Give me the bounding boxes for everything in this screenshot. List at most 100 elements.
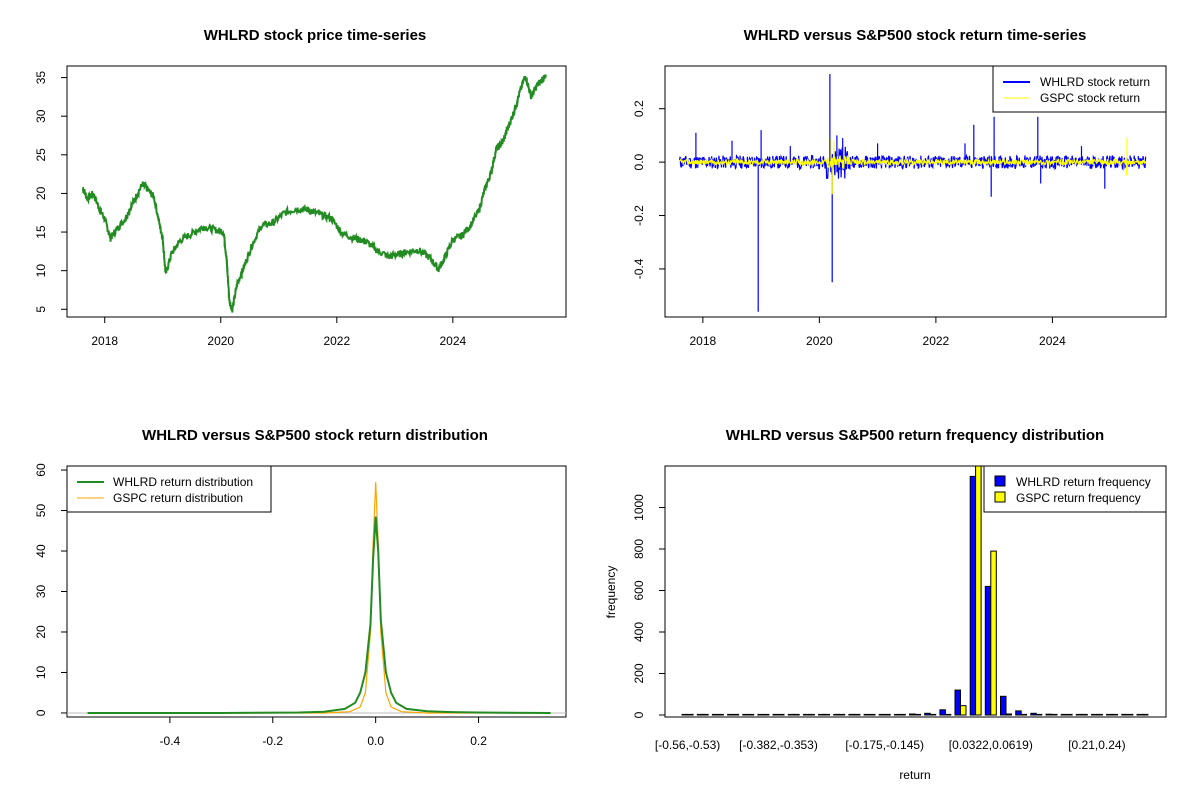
gspc-frequency-bar (1066, 713, 1073, 716)
panel-price-x-axis: 2018 2020 2022 2024 (91, 316, 467, 348)
legend-box (992, 65, 1167, 113)
price-y-tick-label: 5 (34, 306, 48, 313)
legend-label-gspc: GSPC stock return (1040, 91, 1140, 105)
gspc-frequency-bar (1035, 713, 1043, 716)
frequency-y-tick-label: 0 (632, 711, 646, 718)
whlrd-frequency-bar (878, 713, 886, 716)
panel-frequency-x-label: return (899, 768, 930, 782)
whlrd-frequency-bar (1106, 713, 1113, 716)
whlrd-frequency-bar (802, 713, 810, 716)
frequency-x-tick-label: [0.0322,0.0619) (949, 738, 1033, 752)
whlrd-frequency-bar (924, 712, 931, 716)
gspc-frequency-bar (929, 713, 937, 716)
whlrd-frequency-bar (787, 713, 795, 716)
gspc-frequency-bar (717, 713, 724, 716)
gspc-frequency-bar (702, 713, 709, 716)
panel-distribution-x-axis: -0.4 -0.2 0.0 0.2 (160, 716, 487, 748)
whlrd-frequency-bar (848, 713, 855, 716)
whlrd-frequency-bar (1075, 713, 1083, 716)
panel-distribution: WHLRD versus S&P500 stock return distrib… (34, 427, 567, 748)
panel-distribution-y-axis: 0 10 20 30 40 50 60 (34, 463, 68, 716)
panel-returns-x-axis: 2018 2020 2022 2024 (690, 316, 1066, 348)
legend-box (66, 465, 272, 513)
panel-returns-legend: WHLRD stock return GSPC stock return (992, 65, 1167, 113)
frequency-y-tick-label: 600 (632, 580, 646, 600)
legend-label-whlrd: WHLRD stock return (1040, 75, 1150, 89)
returns-y-tick-label: 0.0 (632, 153, 646, 170)
gspc-frequency-bar (732, 713, 740, 716)
price-x-tick-label: 2022 (323, 334, 350, 348)
whlrd-frequency-bar (984, 585, 992, 716)
distribution-x-tick-label: 0.2 (470, 734, 487, 748)
price-x-tick-label: 2020 (207, 334, 234, 348)
distribution-y-tick-label: 10 (34, 665, 48, 679)
returns-x-tick-label: 2022 (923, 334, 950, 348)
gspc-frequency-bar (808, 713, 815, 716)
distribution-y-tick-label: 60 (34, 463, 48, 477)
legend-label-whlrd: WHLRD return distribution (113, 475, 253, 489)
distribution-x-tick-label: 0.0 (367, 734, 384, 748)
whlrd-frequency-bar (969, 475, 977, 716)
whlrd-frequency-bar (833, 713, 840, 716)
panel-returns: WHLRD versus S&P500 stock return time-se… (632, 27, 1167, 348)
whlrd-frequency-bar (1030, 712, 1037, 716)
gspc-return-series-line (679, 138, 1147, 195)
whlrd-frequency-bar (1136, 713, 1143, 716)
panel-price-title: WHLRD stock price time-series (204, 27, 427, 44)
whlrd-frequency-bar (863, 713, 871, 716)
gspc-frequency-bar (1111, 713, 1119, 716)
legend-label-gspc: GSPC return distribution (113, 491, 243, 505)
whlrd-density-line (87, 516, 551, 714)
price-y-tick-label: 10 (34, 264, 48, 278)
gspc-frequency-bar (778, 713, 785, 716)
distribution-x-tick-label: -0.4 (160, 734, 181, 748)
price-x-tick-label: 2024 (440, 334, 467, 348)
distribution-y-tick-label: 20 (34, 625, 48, 639)
panel-returns-y-axis: -0.4 -0.2 0.0 0.2 (632, 100, 666, 279)
panel-frequency-x-axis: [-0.56,-0.53) [-0.382,-0.353) [-0.175,-0.1… (655, 738, 1126, 752)
distribution-x-tick-label: -0.2 (262, 734, 283, 748)
gspc-frequency-bar (687, 713, 694, 716)
price-y-tick-label: 25 (34, 148, 48, 162)
distribution-y-tick-label: 50 (34, 504, 48, 518)
gspc-frequency-bar (853, 713, 861, 716)
panel-price: WHLRD stock price time-series 5 10 15 20 25 3… (34, 27, 567, 348)
price-y-tick-label: 30 (34, 109, 48, 123)
gspc-frequency-bar (793, 713, 800, 716)
whlrd-frequency-bar (772, 713, 780, 716)
gspc-frequency-bar (838, 713, 846, 716)
returns-x-tick-label: 2018 (690, 334, 717, 348)
whlrd-frequency-bar (742, 713, 749, 716)
returns-x-tick-label: 2024 (1039, 334, 1066, 348)
frequency-x-tick-label: [-0.175,-0.145) (845, 738, 924, 752)
gspc-frequency-bar (944, 713, 952, 716)
whlrd-frequency-bar (939, 709, 946, 716)
gspc-density-line (87, 482, 551, 714)
gspc-frequency-bar (823, 713, 830, 716)
gspc-frequency-bar (1096, 713, 1103, 716)
frequency-y-tick-label: 200 (632, 663, 646, 683)
frequency-x-tick-label: [-0.382,-0.353) (739, 738, 818, 752)
gspc-frequency-bar (1141, 713, 1149, 716)
legend-swatch-gspc (994, 491, 1006, 503)
whlrd-frequency-bar (696, 713, 704, 716)
whlrd-frequency-bar (681, 713, 689, 716)
whlrd-frequency-bar (757, 713, 764, 716)
panel-price-y-axis: 5 10 15 20 25 30 35 (34, 71, 68, 313)
gspc-frequency-bar (747, 713, 755, 716)
legend-swatch-whlrd (994, 475, 1006, 487)
legend-label-gspc: GSPC return frequency (1016, 491, 1141, 505)
whlrd-return-series-line (679, 74, 1147, 312)
panel-frequency-title: WHLRD versus S&P500 return frequency dis… (726, 427, 1104, 444)
price-y-tick-label: 15 (34, 225, 48, 239)
gspc-frequency-bar (869, 713, 876, 716)
gspc-frequency-bar (884, 713, 891, 716)
returns-y-tick-label: -0.4 (632, 258, 646, 279)
gspc-frequency-bar (1051, 713, 1058, 716)
price-series-line (81, 74, 547, 313)
gspc-frequency-bar (899, 713, 906, 716)
whlrd-frequency-bar (909, 713, 916, 716)
whlrd-frequency-bar (1091, 713, 1098, 716)
frequency-y-tick-label: 800 (632, 539, 646, 559)
